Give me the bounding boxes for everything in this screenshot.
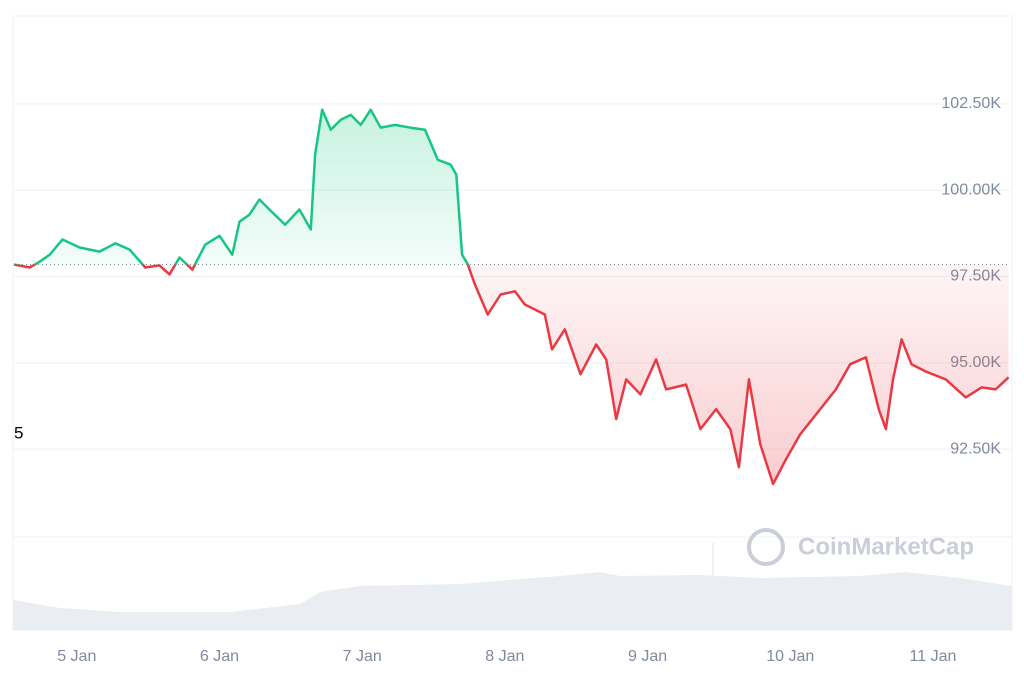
x-tick-label: 10 Jan [766, 648, 814, 665]
x-tick-label: 5 Jan [57, 648, 96, 665]
watermark-logo [747, 528, 785, 566]
x-tick-label: 8 Jan [485, 648, 524, 665]
annotation: 5 [14, 423, 23, 442]
watermark-text: CoinMarketCap [798, 533, 974, 560]
area [14, 109, 1009, 484]
volume-area [13, 572, 1012, 630]
watermark: CoinMarketCap [747, 528, 974, 566]
x-tick-label: 6 Jan [200, 648, 239, 665]
price-line [13, 108, 1010, 486]
x-tick-label: 11 Jan [910, 648, 957, 665]
x-tick-label: 9 Jan [628, 648, 667, 665]
y-tick-label: 102.50K [941, 95, 1001, 112]
y-tick-label: 100.00K [941, 181, 1001, 198]
x-tick-label: 7 Jan [343, 648, 382, 665]
y-tick-label: 92.50K [950, 440, 1001, 457]
